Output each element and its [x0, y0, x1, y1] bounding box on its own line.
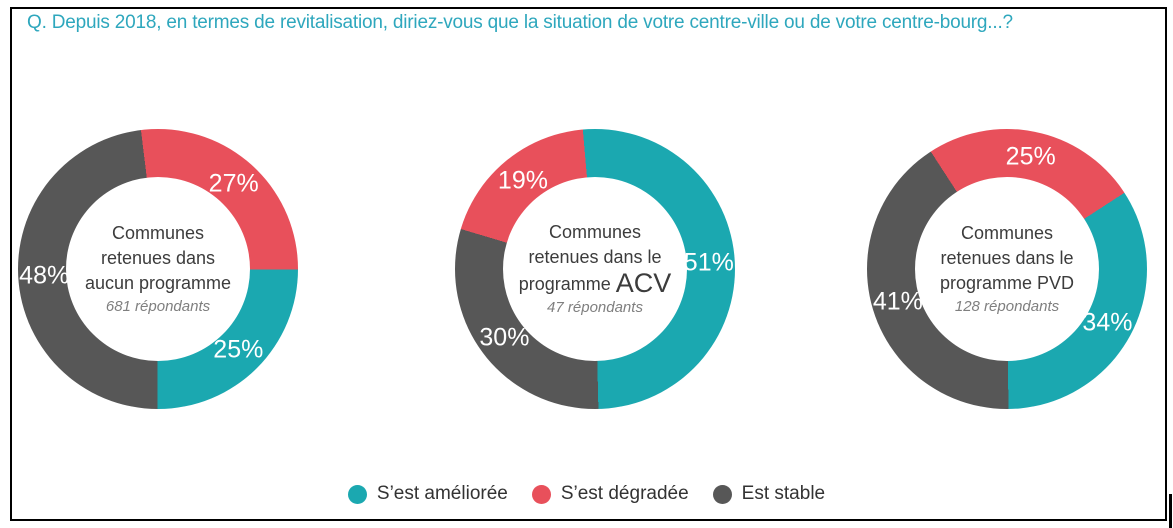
percent-label: 48% — [19, 261, 70, 290]
percent-label: 51% — [683, 248, 734, 277]
percent-label: 27% — [208, 169, 259, 198]
center-label-line: Communes — [960, 223, 1054, 243]
center-label-line: programme ACV — [519, 270, 672, 297]
legend-dot-degrade-icon — [531, 484, 551, 504]
page-edge-line — [1169, 494, 1172, 528]
question-title: Q. Depuis 2018, en termes de revitalisat… — [27, 12, 1013, 33]
center-label-line: Communes — [111, 223, 205, 243]
center-label-line: retenues dans le — [528, 247, 662, 267]
respondents-count: 47 répondants — [547, 299, 643, 316]
donut-chart-programme-pvd: Communes retenues dans le programme PVD … — [867, 129, 1147, 409]
legend-item-ameliore: S’est améliorée — [347, 483, 508, 505]
center-label-line: programme PVD — [939, 273, 1075, 293]
donut-center: Communes retenues dans le programme ACV 4… — [503, 177, 687, 361]
center-label-line: retenues dans le — [940, 248, 1074, 268]
chart-legend: S’est améliorée S’est dégradée Est stabl… — [0, 483, 1173, 505]
percent-label: 34% — [1082, 308, 1133, 337]
donut-center: Communes retenues dans aucun programme 6… — [66, 177, 250, 361]
donut-chart-programme-acv: Communes retenues dans le programme ACV 4… — [455, 129, 735, 409]
legend-label: Est stable — [741, 483, 826, 504]
donut-center: Communes retenues dans le programme PVD … — [915, 177, 1099, 361]
legend-label: S’est dégradée — [560, 483, 689, 504]
percent-label: 41% — [872, 287, 923, 316]
legend-dot-ameliore-icon — [347, 484, 367, 504]
donut-chart-aucun-programme: Communes retenues dans aucun programme 6… — [18, 129, 298, 409]
center-label-line: aucun programme — [84, 273, 232, 293]
respondents-count: 128 répondants — [954, 298, 1060, 315]
percent-label: 25% — [1005, 142, 1056, 171]
percent-label: 25% — [213, 335, 264, 364]
legend-dot-stable-icon — [712, 484, 732, 504]
center-label-line: Communes — [548, 222, 642, 242]
program-code: ACV — [615, 268, 672, 298]
legend-item-stable: Est stable — [712, 483, 826, 505]
legend-item-degrade: S’est dégradée — [531, 483, 689, 505]
center-label-word: programme — [518, 274, 611, 294]
percent-label: 19% — [497, 166, 548, 195]
center-label-line: retenues dans — [100, 248, 216, 268]
respondents-count: 681 répondants — [105, 298, 211, 315]
percent-label: 30% — [479, 323, 530, 352]
legend-label: S’est améliorée — [376, 483, 508, 504]
